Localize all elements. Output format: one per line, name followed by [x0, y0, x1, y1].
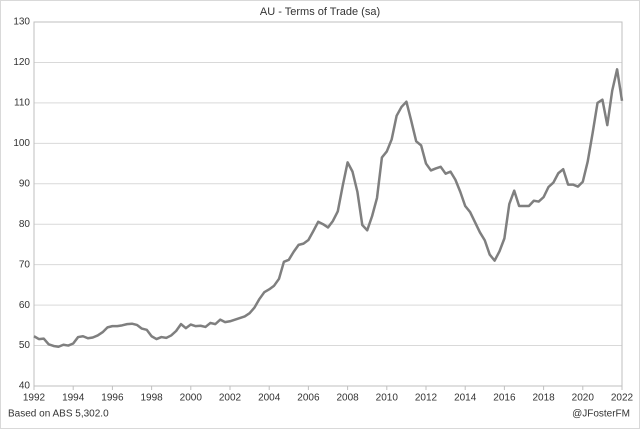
plot-border — [33, 21, 623, 387]
chart-title: AU - Terms of Trade (sa) — [260, 6, 380, 18]
y-tick-label: 60 — [19, 300, 31, 311]
y-tick-label: 100 — [13, 138, 30, 149]
x-tick-label: 2020 — [572, 393, 595, 404]
x-tick-label: 2022 — [611, 393, 634, 404]
y-tick-label: 70 — [19, 259, 31, 270]
x-tick-label: 2010 — [376, 393, 399, 404]
y-tick-label: 130 — [13, 17, 30, 28]
x-tick-label: 2018 — [532, 393, 555, 404]
x-tick-label: 2004 — [258, 393, 281, 404]
x-tick-label: 2014 — [454, 393, 477, 404]
y-tick-label: 120 — [13, 57, 30, 68]
x-tick-label: 1994 — [62, 393, 85, 404]
data-line — [33, 68, 624, 349]
x-tick-label: 1996 — [101, 393, 124, 404]
y-tick-label: 90 — [19, 178, 31, 189]
x-tick-label: 2006 — [297, 393, 320, 404]
x-tick-label: 2016 — [493, 393, 516, 404]
x-tick-label: 2008 — [336, 393, 359, 404]
y-tick-label: 40 — [19, 381, 31, 392]
x-tick-label: 1998 — [140, 393, 163, 404]
y-tick-label: 50 — [19, 340, 31, 351]
x-tick-label: 2000 — [180, 393, 203, 404]
y-tick-label: 110 — [14, 98, 30, 109]
x-tick-label: 2012 — [415, 393, 438, 404]
x-tick-label: 2002 — [219, 393, 242, 404]
source-note: Based on ABS 5,302.0 — [8, 409, 109, 420]
credit: @JFosterFM — [572, 409, 630, 420]
y-tick-label: 80 — [19, 219, 31, 230]
x-tick-label: 1992 — [23, 393, 46, 404]
